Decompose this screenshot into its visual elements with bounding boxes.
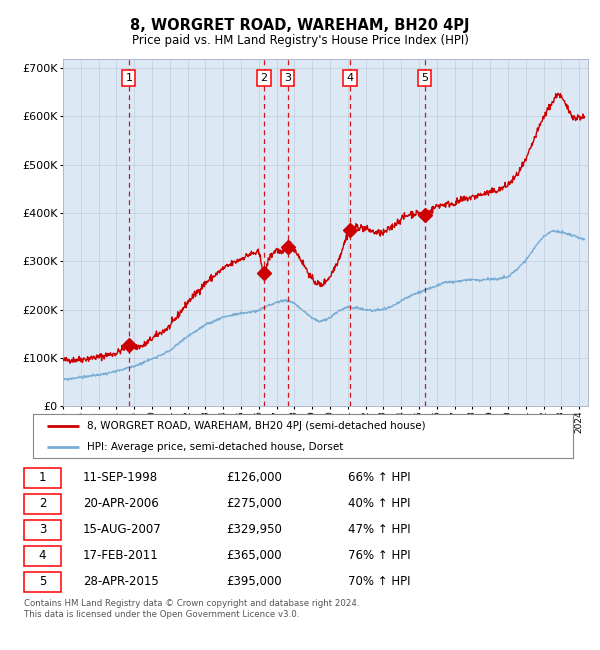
Text: 40% ↑ HPI: 40% ↑ HPI — [348, 497, 410, 510]
Text: £329,950: £329,950 — [227, 523, 283, 536]
Text: 8, WORGRET ROAD, WAREHAM, BH20 4PJ (semi-detached house): 8, WORGRET ROAD, WAREHAM, BH20 4PJ (semi… — [87, 421, 425, 432]
Text: 2: 2 — [39, 497, 46, 510]
Text: 70% ↑ HPI: 70% ↑ HPI — [348, 575, 410, 588]
Text: £365,000: £365,000 — [227, 549, 283, 562]
Text: 8, WORGRET ROAD, WAREHAM, BH20 4PJ: 8, WORGRET ROAD, WAREHAM, BH20 4PJ — [130, 18, 470, 33]
Text: Price paid vs. HM Land Registry's House Price Index (HPI): Price paid vs. HM Land Registry's House … — [131, 34, 469, 47]
Text: 76% ↑ HPI: 76% ↑ HPI — [348, 549, 410, 562]
Text: 17-FEB-2011: 17-FEB-2011 — [83, 549, 158, 562]
FancyBboxPatch shape — [24, 546, 61, 566]
FancyBboxPatch shape — [24, 572, 61, 592]
FancyBboxPatch shape — [24, 520, 61, 540]
Text: 1: 1 — [125, 73, 133, 83]
Text: Contains HM Land Registry data © Crown copyright and database right 2024.
This d: Contains HM Land Registry data © Crown c… — [24, 599, 359, 619]
Text: £275,000: £275,000 — [227, 497, 283, 510]
Text: 11-SEP-1998: 11-SEP-1998 — [83, 471, 158, 484]
FancyBboxPatch shape — [24, 494, 61, 514]
Text: 1: 1 — [39, 471, 46, 484]
Text: 66% ↑ HPI: 66% ↑ HPI — [348, 471, 410, 484]
Text: 5: 5 — [421, 73, 428, 83]
Text: 4: 4 — [39, 549, 46, 562]
Text: 20-APR-2006: 20-APR-2006 — [83, 497, 158, 510]
Text: 4: 4 — [346, 73, 353, 83]
Text: 15-AUG-2007: 15-AUG-2007 — [83, 523, 161, 536]
Text: 47% ↑ HPI: 47% ↑ HPI — [348, 523, 410, 536]
Text: £126,000: £126,000 — [227, 471, 283, 484]
Text: HPI: Average price, semi-detached house, Dorset: HPI: Average price, semi-detached house,… — [87, 442, 343, 452]
Text: 5: 5 — [39, 575, 46, 588]
Text: 28-APR-2015: 28-APR-2015 — [83, 575, 158, 588]
Text: £395,000: £395,000 — [227, 575, 283, 588]
Text: 3: 3 — [284, 73, 291, 83]
Text: 2: 2 — [260, 73, 268, 83]
Text: 3: 3 — [39, 523, 46, 536]
FancyBboxPatch shape — [24, 468, 61, 488]
